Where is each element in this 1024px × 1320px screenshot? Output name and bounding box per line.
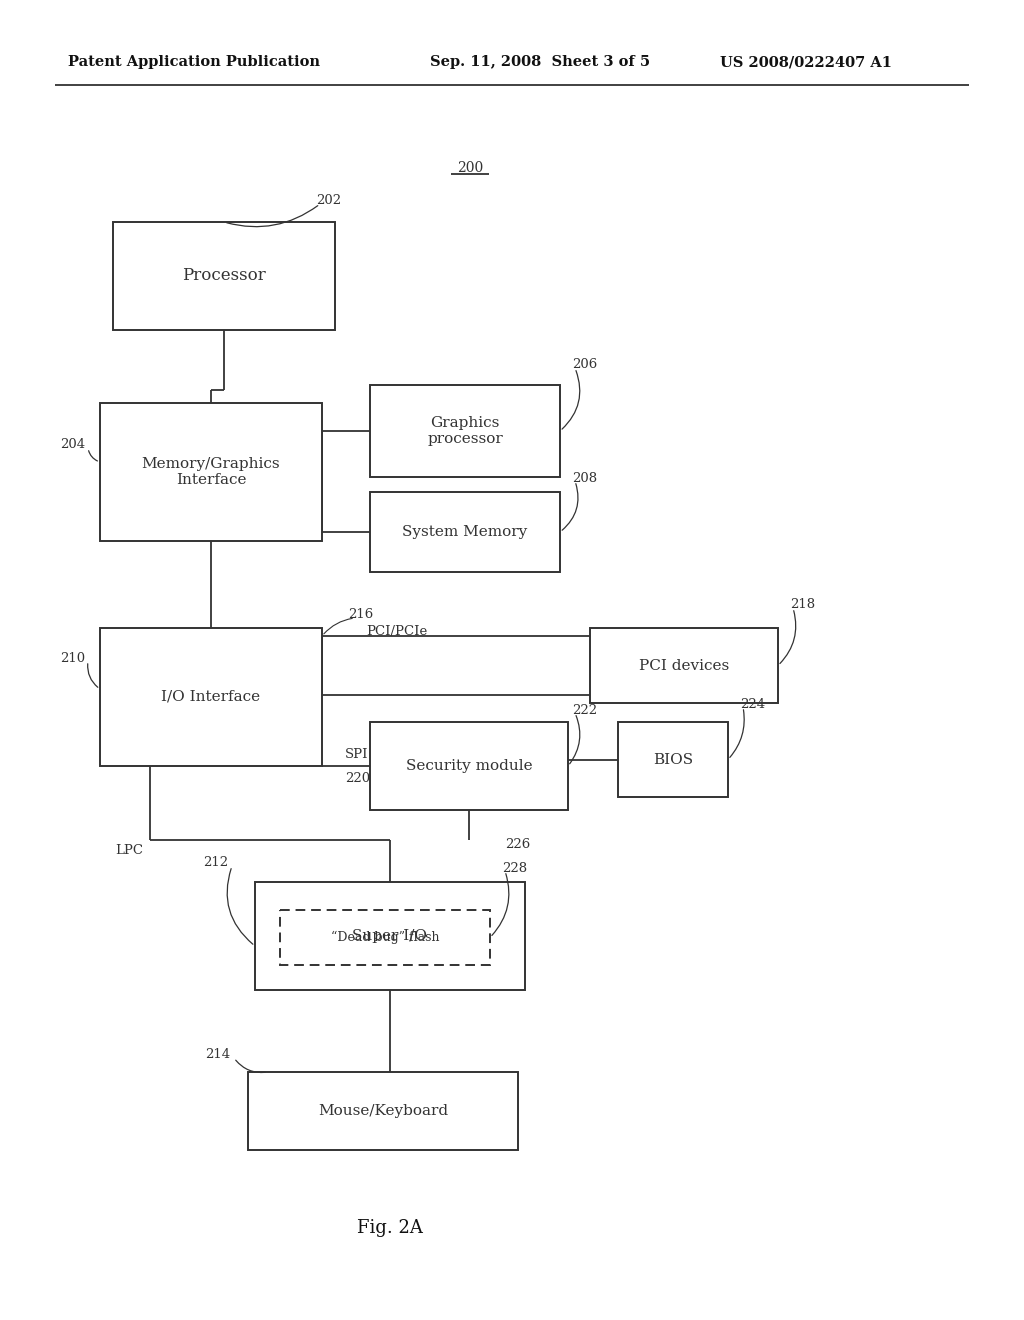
Text: Super I/O: Super I/O (352, 929, 427, 942)
Bar (280, 909, 490, 965)
Text: 210: 210 (59, 652, 85, 664)
Bar (618, 722, 728, 797)
Text: SPI: SPI (345, 748, 369, 762)
Bar (370, 492, 560, 572)
Text: 216: 216 (348, 609, 374, 622)
Text: Memory/Graphics
Interface: Memory/Graphics Interface (141, 457, 281, 487)
Text: Mouse/Keyboard: Mouse/Keyboard (317, 1104, 449, 1118)
Text: System Memory: System Memory (402, 525, 527, 539)
Text: 204: 204 (59, 438, 85, 451)
Text: Patent Application Publication: Patent Application Publication (68, 55, 319, 69)
Bar (370, 722, 568, 810)
Text: 224: 224 (740, 697, 765, 710)
Text: I/O Interface: I/O Interface (162, 690, 260, 704)
Bar (590, 628, 778, 704)
Text: PCI devices: PCI devices (639, 659, 729, 672)
Text: LPC: LPC (115, 843, 143, 857)
Text: US 2008/0222407 A1: US 2008/0222407 A1 (720, 55, 892, 69)
Text: 202: 202 (316, 194, 341, 206)
Text: Processor: Processor (182, 268, 266, 285)
Text: “Dead bug” flash: “Dead bug” flash (331, 931, 439, 944)
Text: 212: 212 (203, 855, 228, 869)
Text: PCI/PCIe: PCI/PCIe (366, 626, 427, 639)
Text: Security module: Security module (406, 759, 532, 774)
Text: 226: 226 (505, 838, 530, 851)
Bar (100, 403, 322, 541)
Text: 228: 228 (502, 862, 527, 874)
Bar (113, 222, 335, 330)
Text: Graphics
processor: Graphics processor (427, 416, 503, 446)
Text: Sep. 11, 2008  Sheet 3 of 5: Sep. 11, 2008 Sheet 3 of 5 (430, 55, 650, 69)
Bar (248, 1072, 518, 1150)
Bar (370, 385, 560, 477)
Text: 220: 220 (345, 771, 370, 784)
Text: 218: 218 (790, 598, 815, 611)
Bar (255, 882, 525, 990)
Text: 200: 200 (457, 161, 483, 176)
Text: 214: 214 (205, 1048, 230, 1061)
Text: Fig. 2A: Fig. 2A (357, 1218, 423, 1237)
Text: BIOS: BIOS (653, 752, 693, 767)
Text: 206: 206 (572, 359, 597, 371)
Text: 208: 208 (572, 471, 597, 484)
Text: 222: 222 (572, 704, 597, 717)
Bar (100, 628, 322, 766)
